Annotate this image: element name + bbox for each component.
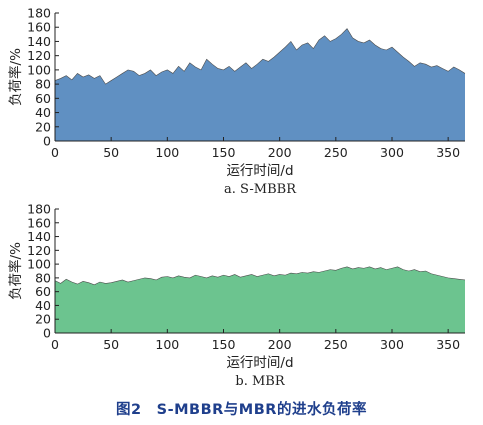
y-tick-label: 20 (35, 312, 51, 327)
x-tick-label: 200 (268, 337, 292, 352)
y-tick-label: 100 (27, 62, 51, 77)
y-axis-title: 负荷率/% (7, 242, 24, 300)
y-tick-label: 40 (35, 298, 51, 313)
y-tick-label: 140 (27, 229, 51, 244)
y-tick-label: 20 (35, 119, 51, 134)
series-outline (54, 266, 466, 286)
y-tick-label: 160 (27, 215, 51, 230)
x-tick-label: 0 (51, 337, 59, 352)
x-axis-title: 运行时间/d (226, 163, 293, 179)
x-tick-label: 200 (268, 145, 292, 160)
chart-panel-s-mbbr: 0 20 40 60 80 100 120 140 160 180 0 50 100 150 200 250 3… (0, 0, 483, 200)
y-tick-label: 0 (43, 134, 51, 149)
y-tick-label: 60 (35, 284, 51, 299)
figure-caption: 图2 S-MBBR与MBR的进水负荷率 (116, 402, 367, 418)
area-series (55, 266, 465, 333)
x-tick-label: 100 (155, 337, 179, 352)
series-outline (54, 28, 466, 85)
x-tick-label: 300 (380, 337, 404, 352)
x-tick-label: 50 (103, 337, 119, 352)
y-tick-label: 0 (43, 326, 51, 341)
x-tick-label: 250 (324, 145, 348, 160)
x-axis-title: 运行时间/d (226, 355, 293, 371)
chart-panel-mbr: 0 20 40 60 80 100 120 140 160 180 0 50 100 150 200 250 3… (0, 200, 483, 392)
x-tick-label: 250 (324, 337, 348, 352)
x-tick-label: 150 (212, 337, 236, 352)
y-tick-label: 140 (27, 34, 51, 49)
y-tick-label: 80 (35, 270, 51, 285)
y-tick-label: 60 (35, 91, 51, 106)
y-tick-label: 180 (27, 202, 51, 217)
area-series (55, 28, 465, 141)
y-tick-label: 40 (35, 105, 51, 120)
x-tick-label: 100 (155, 145, 179, 160)
x-tick-label: 350 (436, 337, 460, 352)
panel-subtitle: a. S-MBBR (224, 182, 297, 197)
x-tick-label: 50 (103, 145, 119, 160)
y-tick-label: 180 (27, 6, 51, 21)
y-axis-title: 负荷率/% (7, 48, 24, 106)
y-tick-label: 80 (35, 77, 51, 92)
y-tick-label: 120 (27, 48, 51, 63)
x-tick-label: 0 (51, 145, 59, 160)
x-tick-label: 350 (436, 145, 460, 160)
x-tick-label: 150 (212, 145, 236, 160)
panel-subtitle: b. MBR (235, 374, 285, 389)
y-tick-label: 120 (27, 243, 51, 258)
x-tick-label: 300 (380, 145, 404, 160)
y-tick-label: 100 (27, 257, 51, 272)
y-tick-label: 160 (27, 20, 51, 35)
